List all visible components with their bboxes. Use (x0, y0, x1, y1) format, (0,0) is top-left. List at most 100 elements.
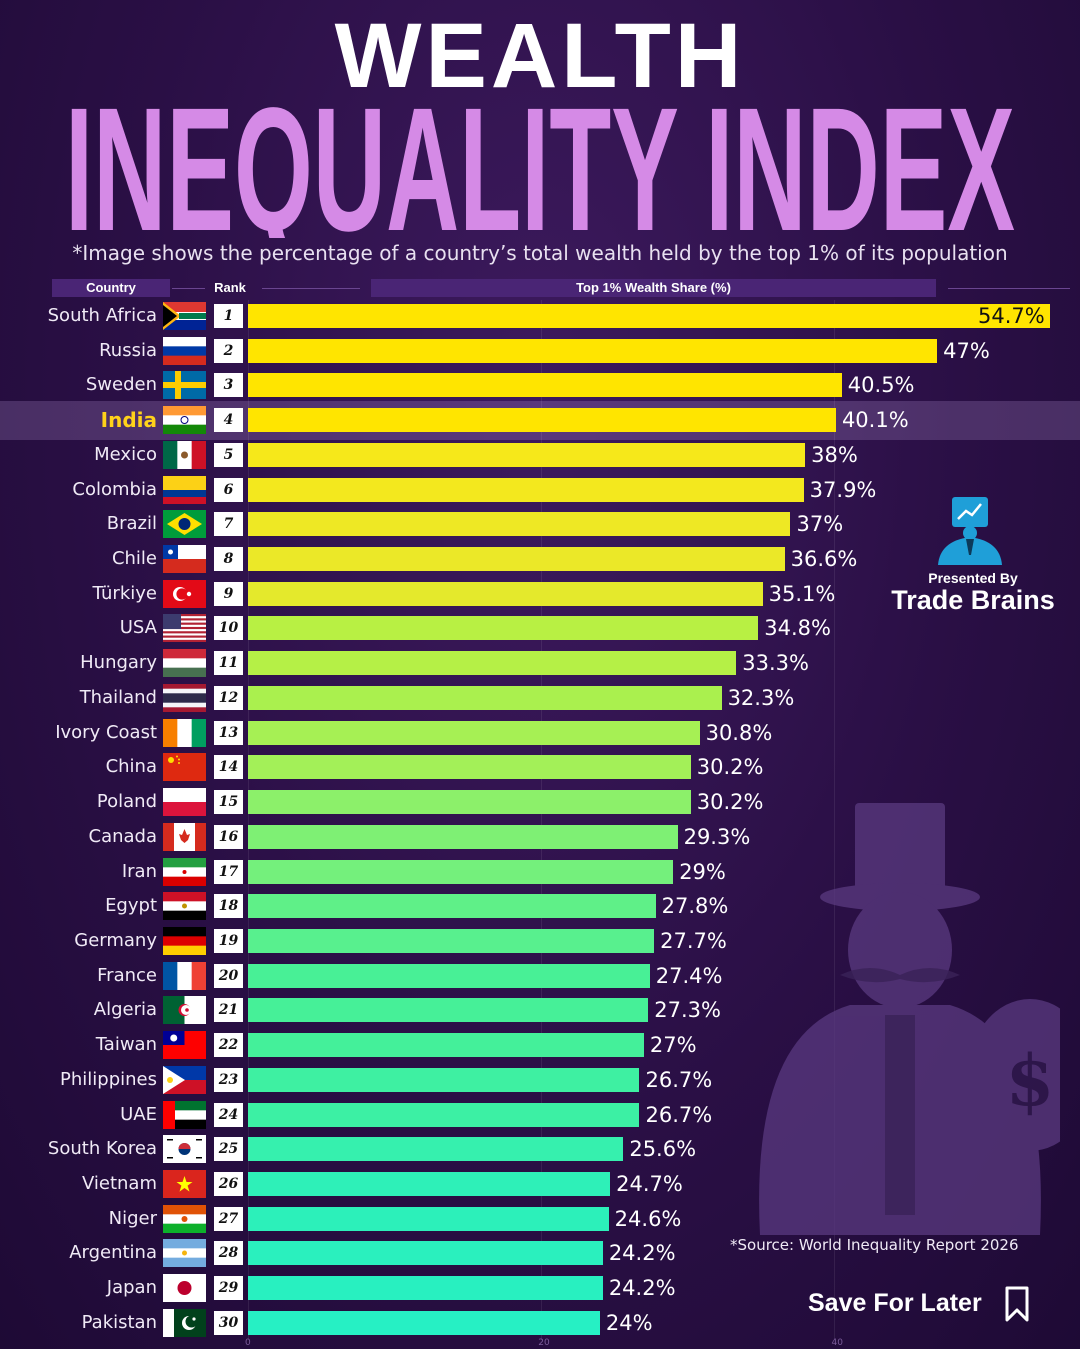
flag-niger-icon (163, 1204, 206, 1233)
bar-france (248, 963, 650, 988)
value-label-iran: 29% (679, 859, 726, 884)
rank-badge: 21 (214, 998, 243, 1023)
bar-south-korea (248, 1137, 624, 1162)
bar-germany (248, 928, 655, 953)
flag-poland-icon (163, 788, 206, 817)
country-label-niger: Niger (108, 1207, 157, 1229)
country-label-poland: Poland (96, 791, 157, 813)
save-for-later-label: Save For Later (808, 1289, 982, 1317)
country-label-sweden: Sweden (85, 374, 157, 396)
rank-badge: 4 (214, 408, 243, 433)
value-label-germany: 27.7% (660, 928, 727, 953)
bar-japan (248, 1276, 603, 1301)
country-label-thailand: Thailand (79, 686, 157, 708)
country-label-brazil: Brazil (106, 513, 157, 535)
rank-badge: 10 (214, 616, 243, 641)
presented-by-label: Presented By (928, 570, 1018, 586)
flag-sweden-icon (163, 371, 206, 400)
rank-badge: 30 (214, 1310, 243, 1335)
rank-badge: 20 (214, 963, 243, 988)
svg-text:INEQUALITY INDEX: INEQUALITY INDEX (65, 88, 1015, 238)
value-label-algeria: 27.3% (654, 998, 721, 1023)
country-label-turkiye: Türkiye (92, 582, 158, 604)
value-label-south-africa: 54.7% (978, 304, 1045, 328)
rank-badge: 17 (214, 859, 243, 884)
flag-japan-icon (163, 1274, 206, 1303)
flag-iran-icon (163, 857, 206, 886)
rank-badge: 8 (214, 547, 243, 572)
rank-badge: 2 (214, 338, 243, 363)
flag-uae-icon (163, 1100, 206, 1129)
bar-ivory-coast (248, 720, 700, 745)
bar-hungary (248, 651, 737, 676)
bar-algeria (248, 998, 649, 1023)
value-label-poland: 30.2% (696, 790, 764, 815)
flag-philippines-icon (163, 1065, 206, 1094)
bar-argentina (248, 1241, 603, 1266)
bar-vietnam (248, 1172, 611, 1196)
bar-brazil (248, 512, 791, 537)
flag-chile-icon (163, 545, 206, 574)
value-label-uae: 26.7% (645, 1102, 713, 1127)
x-tick-label: 20 (538, 1338, 550, 1348)
value-label-hungary: 33.3% (742, 651, 809, 676)
flag-taiwan-icon (163, 1031, 206, 1060)
country-label-vietnam: Vietnam (81, 1173, 157, 1194)
country-label-south-africa: South Africa (47, 305, 157, 326)
bar-taiwan (248, 1033, 644, 1058)
bar-india (248, 408, 836, 433)
value-label-thailand: 32.3% (727, 685, 795, 710)
flag-south-korea-icon (163, 1135, 206, 1164)
value-label-canada: 29.3% (683, 824, 751, 849)
bar-canada (248, 824, 678, 849)
country-label-colombia: Colombia (72, 478, 157, 500)
rank-badge: 1 (214, 304, 243, 328)
trade-brains-logo-icon (938, 497, 1002, 565)
country-label-chile: Chile (111, 548, 157, 570)
value-label-usa: 34.8% (764, 616, 831, 641)
title-wealth: WEALTH (334, 5, 746, 107)
value-label-russia: 47% (943, 338, 990, 363)
flag-turkiye-icon (163, 579, 206, 608)
flag-brazil-icon (163, 510, 206, 539)
rank-badge: 24 (214, 1102, 243, 1127)
country-label-egypt: Egypt (105, 895, 157, 917)
flag-pakistan-icon (163, 1308, 206, 1337)
rank-badge: 9 (214, 581, 243, 606)
rank-badge: 15 (214, 790, 243, 815)
rank-badge: 26 (214, 1172, 243, 1196)
country-label-iran: Iran (121, 860, 157, 882)
value-label-china: 30.2% (696, 755, 764, 780)
value-label-argentina: 24.2% (608, 1241, 676, 1266)
x-tick-label: 40 (831, 1338, 843, 1348)
rank-badge: 29 (214, 1276, 243, 1301)
country-label-ivory-coast: Ivory Coast (55, 721, 157, 743)
flag-ivory-coast-icon (163, 718, 206, 747)
country-label-south-korea: South Korea (47, 1138, 157, 1160)
rank-badge: 18 (214, 894, 243, 919)
bookmark-icon[interactable] (1003, 1285, 1031, 1323)
flag-russia-icon (163, 336, 206, 365)
bar-niger (248, 1206, 609, 1231)
country-label-china: China (105, 756, 157, 778)
value-label-sweden: 40.5% (847, 373, 915, 398)
country-label-france: France (97, 964, 157, 986)
value-label-india: 40.1% (841, 408, 909, 433)
header-divider (948, 288, 1070, 289)
rank-badge: 6 (214, 477, 243, 502)
bar-pakistan (248, 1310, 600, 1335)
gridline (248, 300, 249, 1340)
bar-uae (248, 1102, 640, 1127)
rank-badge: 27 (214, 1206, 243, 1231)
rank-column-header: Rank (214, 280, 246, 295)
value-label-mexico: 38% (811, 442, 858, 467)
rank-badge: 28 (214, 1241, 243, 1266)
rank-badge: 11 (214, 651, 243, 676)
rank-badge: 5 (214, 442, 243, 467)
bar-south-africa (248, 304, 1050, 328)
value-label-pakistan: 24% (605, 1310, 653, 1335)
rank-badge: 19 (214, 928, 243, 953)
rank-badge: 3 (214, 373, 243, 398)
flag-egypt-icon (163, 892, 206, 921)
value-label-colombia: 37.9% (809, 477, 877, 502)
